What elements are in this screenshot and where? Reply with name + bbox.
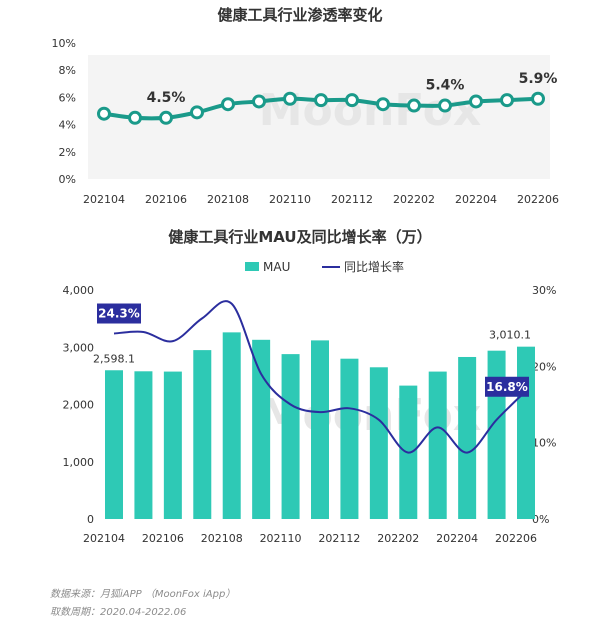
mau-bar-label: 2,598.1 <box>93 352 135 365</box>
chart1-data-label: 4.5% <box>147 90 186 106</box>
chart1-x-tick-label: 202104 <box>83 193 125 206</box>
chart2-y2-tick-label: 20% <box>532 360 556 373</box>
mau-bar <box>369 367 388 519</box>
chart1-x-tick-label: 202110 <box>269 193 311 206</box>
chart1-point <box>407 98 421 113</box>
chart2-x-tick-label: 202206 <box>495 532 537 545</box>
growth-label-box <box>485 376 529 397</box>
chart1-y-tick-label: 10% <box>52 37 76 50</box>
chart1-y-tick-label: 2% <box>59 146 76 159</box>
chart1-point <box>97 106 111 121</box>
mau-bar <box>340 358 359 519</box>
mau-bar <box>311 340 329 519</box>
chart1-y-tick-label: 8% <box>59 64 76 77</box>
chart2-x-tick-label: 202204 <box>436 532 478 545</box>
mau-bar <box>517 346 535 519</box>
chart1-y-tick-label: 4% <box>59 119 76 132</box>
chart1-y-tick-label: 6% <box>59 91 76 104</box>
mau-bar <box>487 350 506 519</box>
legend-mau-swatch <box>245 262 259 271</box>
chart2-y2-tick-label: 0% <box>532 513 549 526</box>
chart1-point <box>190 105 204 120</box>
chart1-x-tick-label: 202204 <box>455 193 497 206</box>
footer-source: 数据来源：月狐iAPP （MoonFox iApp） <box>50 589 236 600</box>
chart1-point <box>128 110 142 125</box>
chart2-y2-tick-label: 10% <box>532 437 556 450</box>
legend-growth-label: 同比增长率 <box>344 259 404 274</box>
growth-label: 16.8% <box>486 380 528 394</box>
growth-label-box <box>97 303 141 324</box>
mau-bar <box>193 350 212 519</box>
chart2-x-tick-label: 202104 <box>83 532 125 545</box>
chart2-x-tick-label: 202106 <box>142 532 184 545</box>
chart1-point <box>159 110 173 125</box>
mau-bar <box>458 356 477 519</box>
chart1-point <box>469 94 483 109</box>
chart2-y-tick-label: 0 <box>87 513 94 526</box>
chart1-data-label: 5.9% <box>519 71 558 87</box>
growth-label: 24.3% <box>98 307 140 321</box>
chart1-x-tick-label: 202206 <box>517 193 559 206</box>
chart1-point <box>221 97 235 112</box>
mau-bar <box>105 370 123 519</box>
footer-period: 取数周期：2020.04-2022.06 <box>50 607 187 618</box>
mau-bar <box>222 332 241 519</box>
chart1-point <box>438 98 452 113</box>
chart1-x-tick-label: 202106 <box>145 193 187 206</box>
chart2-y2-tick-label: 30% <box>532 284 556 297</box>
chart1-y-tick-label: 0% <box>59 173 76 186</box>
chart2-x-tick-label: 202108 <box>201 532 243 545</box>
chart2-y-tick-label: 1,000 <box>63 456 95 469</box>
chart1-x-tick-label: 202108 <box>207 193 249 206</box>
chart2-y-tick-label: 3,000 <box>63 341 95 354</box>
chart2-title: 健康工具行业MAU及同比增长率（万） <box>168 228 431 246</box>
chart1-point <box>345 93 359 108</box>
chart1-point <box>252 94 266 109</box>
chart1-x-tick-label: 202112 <box>331 193 373 206</box>
mau-bar <box>252 339 271 519</box>
mau-bar-label: 3,010.1 <box>489 329 531 342</box>
chart1-title: 健康工具行业渗透率变化 <box>217 6 382 24</box>
chart1-point <box>376 97 390 112</box>
chart1-point <box>314 93 328 108</box>
chart2-x-tick-label: 202112 <box>318 532 360 545</box>
chart1-point <box>531 91 545 106</box>
chart2-y-tick-label: 2,000 <box>63 399 95 412</box>
chart1-point <box>500 93 514 108</box>
chart1-x-tick-label: 202202 <box>393 193 435 206</box>
mau-bar <box>281 354 300 519</box>
chart2-x-tick-label: 202202 <box>377 532 419 545</box>
chart1-point <box>283 91 297 106</box>
mau-bar-chart: 健康工具行业MAU及同比增长率（万）MAU同比增长率MoonFox01,0002… <box>63 228 557 545</box>
chart2-y-tick-label: 4,000 <box>63 284 95 297</box>
legend-mau-label: MAU <box>263 260 290 274</box>
mau-bar <box>428 371 447 519</box>
chart1-data-label: 5.4% <box>426 78 465 94</box>
chart2-x-tick-label: 202110 <box>260 532 302 545</box>
mau-bar <box>134 371 153 519</box>
mau-bar <box>163 371 182 519</box>
growth-rate-line <box>113 300 527 454</box>
